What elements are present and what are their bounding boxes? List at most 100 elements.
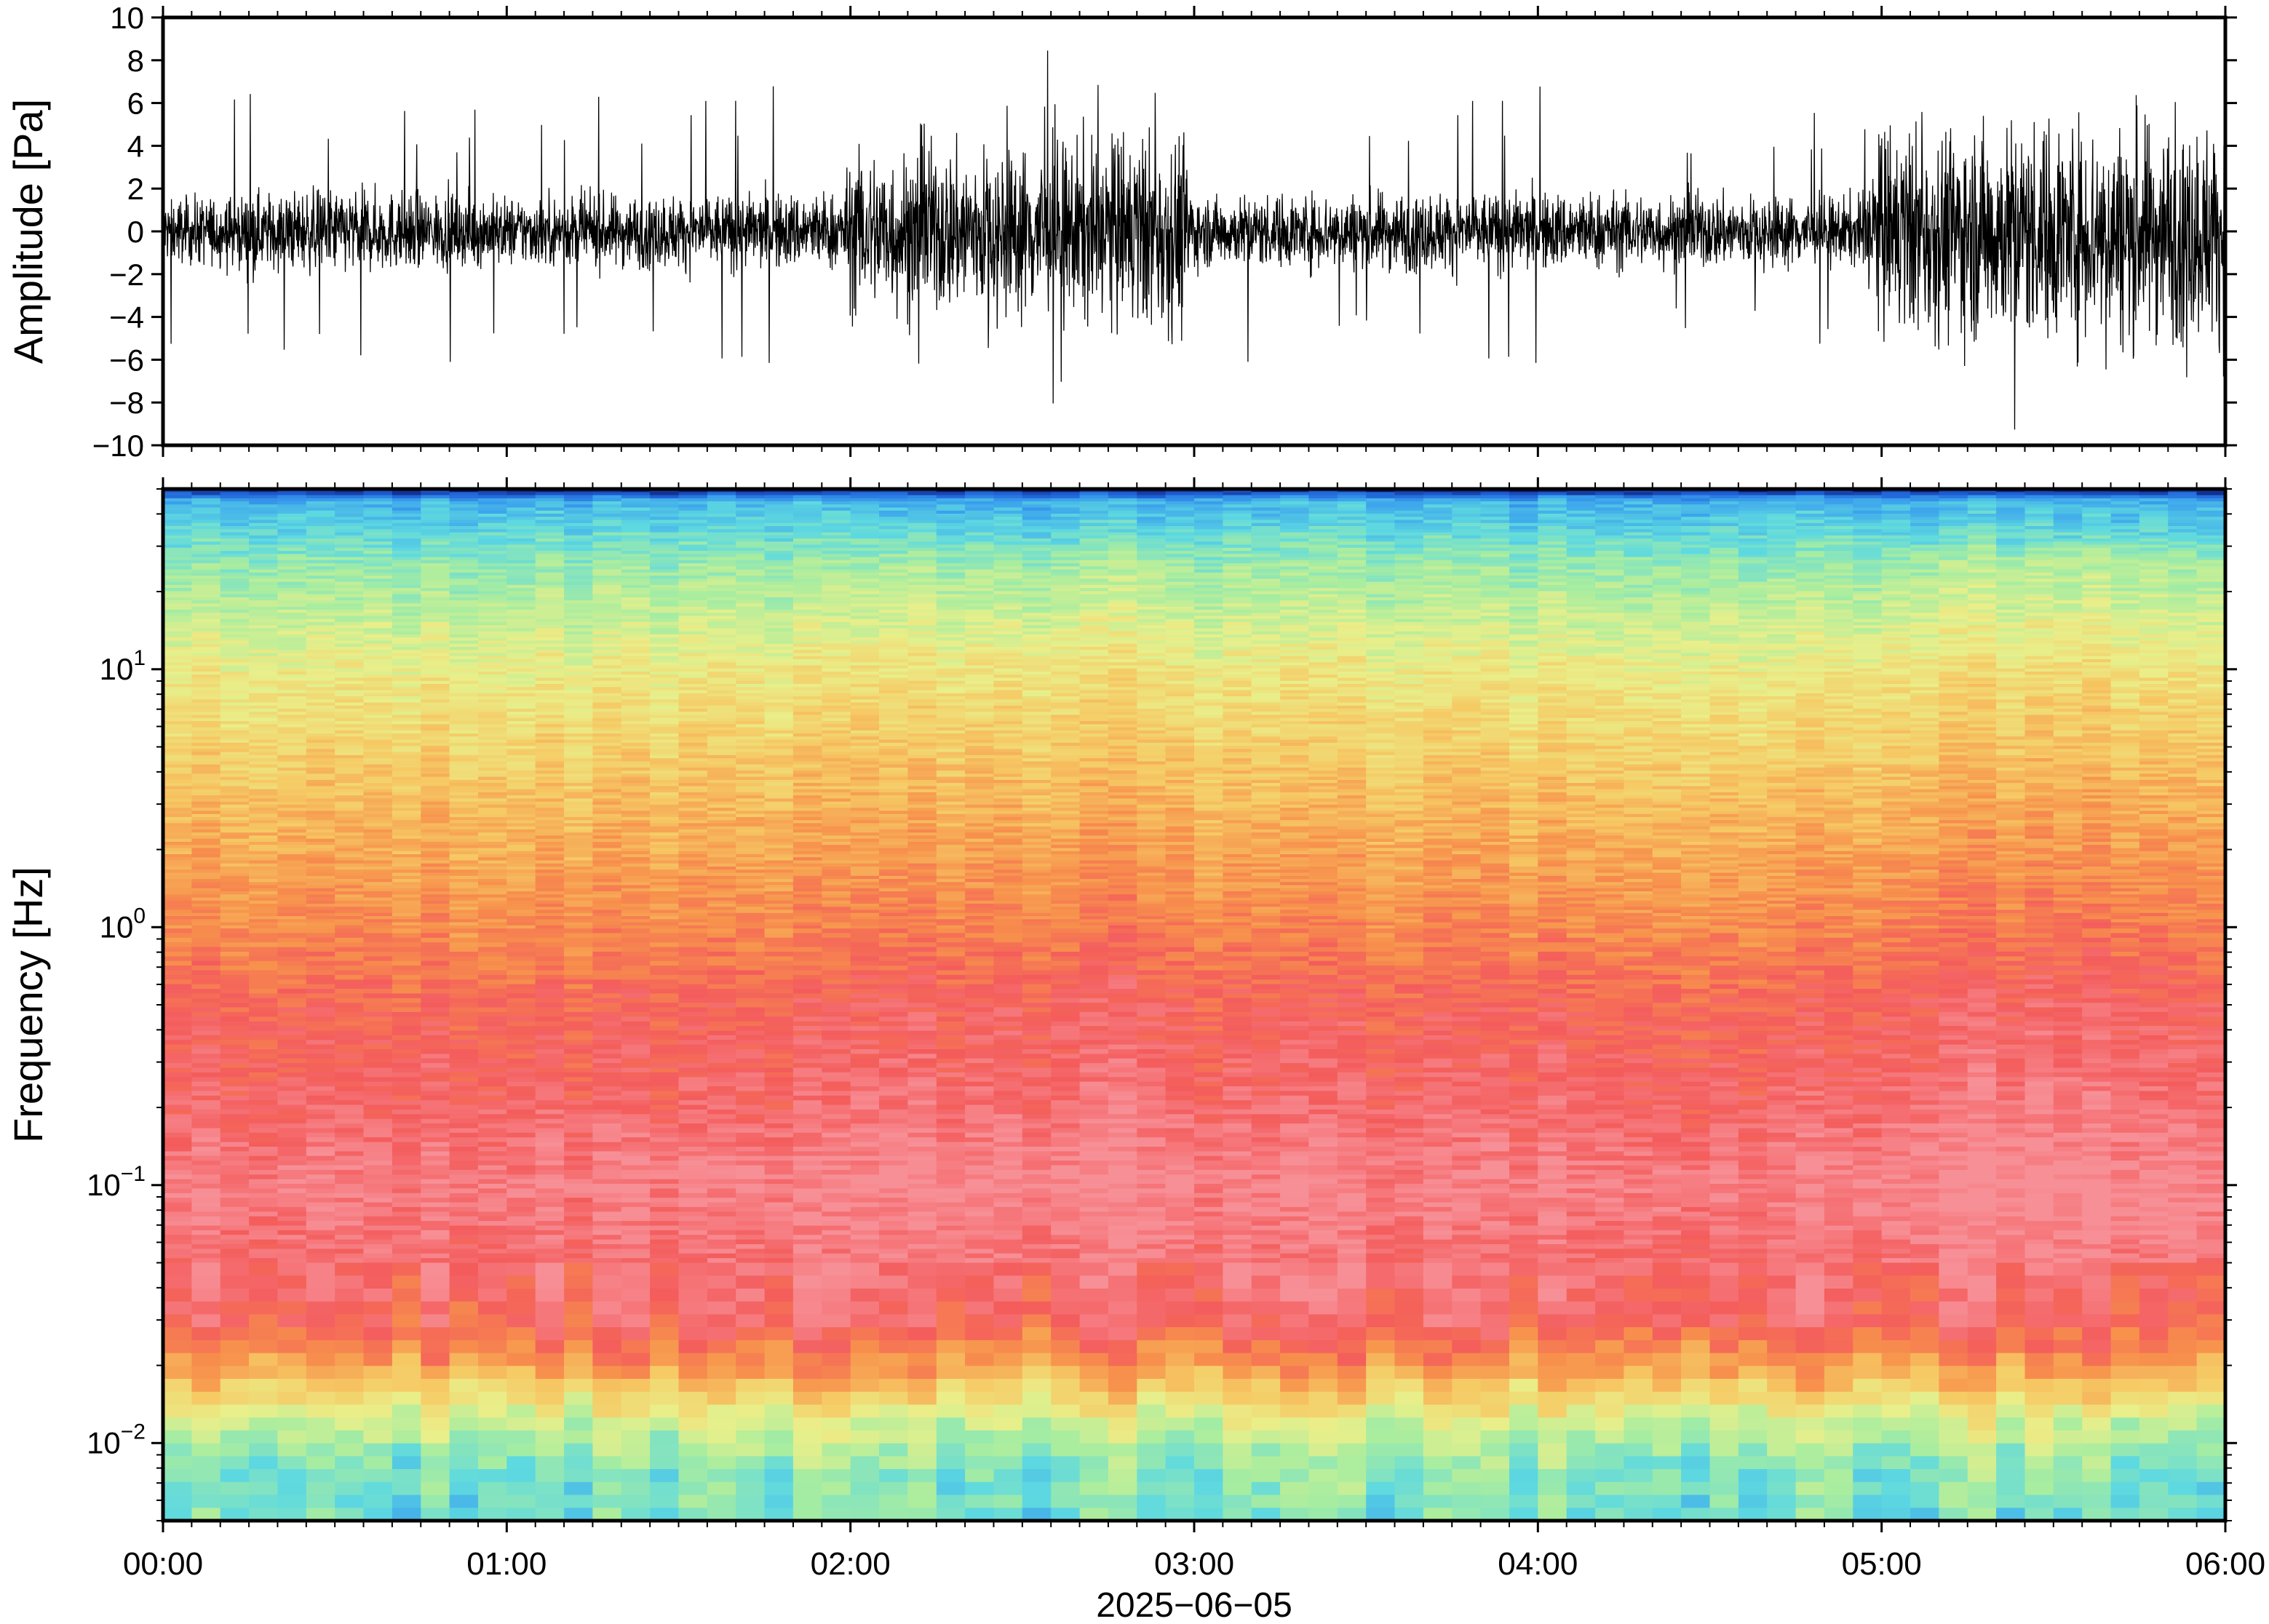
spectrogram-cell	[621, 966, 651, 971]
spectrogram-cell	[535, 835, 565, 840]
spectrogram-cell	[506, 897, 536, 901]
spectrogram-cell	[392, 989, 422, 995]
spectrogram-cell	[506, 501, 536, 506]
spectrogram-cell	[506, 1327, 536, 1341]
spectrogram-cell	[249, 1391, 279, 1406]
spectrogram-cell	[650, 851, 680, 855]
spectrogram-cell	[220, 947, 250, 952]
spectrogram-cell	[421, 1174, 450, 1180]
spectrogram-cell	[678, 1021, 708, 1027]
spectrogram-cell	[335, 541, 365, 546]
spectrogram-cell	[621, 1132, 651, 1138]
spectrogram-cell	[592, 715, 622, 719]
spectrogram-cell	[363, 727, 393, 731]
spectrogram-cell	[392, 733, 422, 738]
spectrogram-cell	[277, 867, 307, 871]
spectrogram-cell	[449, 925, 479, 929]
spectrogram-cell	[678, 909, 708, 914]
spectrogram-cell	[220, 838, 250, 843]
spectrogram-cell	[191, 501, 221, 506]
spectrogram-cell	[678, 687, 708, 691]
spectrogram-cell	[220, 1239, 250, 1245]
spectrogram-cell	[163, 576, 193, 580]
spectrogram-cell	[535, 702, 565, 706]
spectrogram-cell	[191, 863, 221, 867]
spectrogram-cell	[678, 653, 708, 657]
spectrogram-cell	[277, 919, 307, 923]
spectrogram-cell	[392, 680, 422, 685]
spectrogram-cell	[449, 551, 479, 555]
spectrogram-cell	[621, 1086, 651, 1092]
spectrogram-cell	[220, 970, 250, 976]
spectrogram-cell	[564, 829, 594, 833]
spectrogram-cell	[449, 907, 479, 911]
spectrogram-cell	[220, 522, 250, 527]
spectrogram-cell	[650, 631, 680, 635]
spectrogram-cell	[249, 514, 279, 518]
spectrogram-cell	[392, 1151, 422, 1157]
spectrogram-cell	[191, 789, 221, 793]
spectrogram-cell	[277, 942, 307, 948]
spectrogram-cell	[163, 613, 193, 617]
spectrogram-cell	[621, 672, 651, 676]
spectrogram-cell	[363, 919, 393, 923]
spectrogram-cell	[707, 696, 737, 701]
spectrogram-cell	[678, 1216, 708, 1222]
spectrogram-cell	[678, 1155, 708, 1161]
spectrogram-cell	[678, 489, 708, 493]
spectrogram-cell	[421, 764, 450, 768]
spectrogram-cell	[478, 680, 508, 685]
spectrogram-cell	[449, 647, 479, 651]
spectrogram-cell	[535, 1275, 565, 1289]
spectrogram-cell	[421, 1040, 450, 1046]
spectrogram-cell	[592, 1142, 622, 1147]
spectrogram-cell	[449, 1072, 479, 1078]
spectrogram-cell	[478, 739, 508, 744]
spectrogram-cell	[191, 1430, 221, 1444]
spectrogram-cell	[335, 801, 365, 805]
spectrogram-cell	[191, 547, 221, 552]
spectrogram-cell	[277, 696, 307, 701]
spectrogram-cell	[678, 1137, 708, 1143]
spectrogram-cell	[191, 783, 221, 787]
spectrogram-cell	[421, 659, 450, 664]
spectrogram-cell	[478, 1118, 508, 1124]
spectrogram-cell	[363, 925, 393, 929]
spectrogram-cell	[535, 1165, 565, 1171]
spectrogram-cell	[392, 1063, 422, 1069]
spectrogram-cell	[650, 912, 680, 917]
spectrogram-cell	[220, 520, 250, 524]
spectrogram-cell	[421, 1128, 450, 1134]
spectrogram-cell	[163, 755, 193, 759]
spectrogram-cell	[392, 504, 422, 509]
spectrogram-cell	[678, 1430, 708, 1444]
spectrogram-cell	[592, 1179, 622, 1185]
spectrogram-cell	[191, 730, 221, 734]
spectrogram-cell	[306, 1353, 335, 1367]
spectrogram-cell	[678, 616, 708, 620]
spectrogram-cell	[535, 541, 565, 546]
spectrogram-cell	[592, 495, 622, 499]
spectrogram-cell	[163, 1340, 193, 1354]
spectrogram-cell	[277, 554, 307, 558]
spectrogram-cell	[191, 613, 221, 617]
spectrogram-cell	[163, 851, 193, 855]
spectrogram-cell	[220, 755, 250, 759]
spectrogram-cell	[449, 792, 479, 796]
spectrogram-cell	[535, 1016, 565, 1022]
spectrogram-cell	[478, 1289, 508, 1302]
spectrogram-cell	[335, 1104, 365, 1110]
spectrogram-cell	[335, 557, 365, 561]
spectrogram-cell	[277, 1058, 307, 1064]
spectrogram-cell	[592, 1174, 622, 1180]
spectrogram-cell	[306, 742, 335, 747]
spectrogram-cell	[277, 621, 307, 626]
spectrogram-cell	[392, 699, 422, 704]
spectrogram-cell	[249, 860, 279, 864]
spectrogram-cell	[277, 1095, 307, 1101]
spectrogram-cell	[478, 733, 508, 738]
spectrogram-cell	[191, 1289, 221, 1302]
spectrogram-cell	[277, 625, 307, 629]
spectrogram-cell	[392, 581, 422, 586]
spectrogram-cell	[363, 984, 393, 990]
